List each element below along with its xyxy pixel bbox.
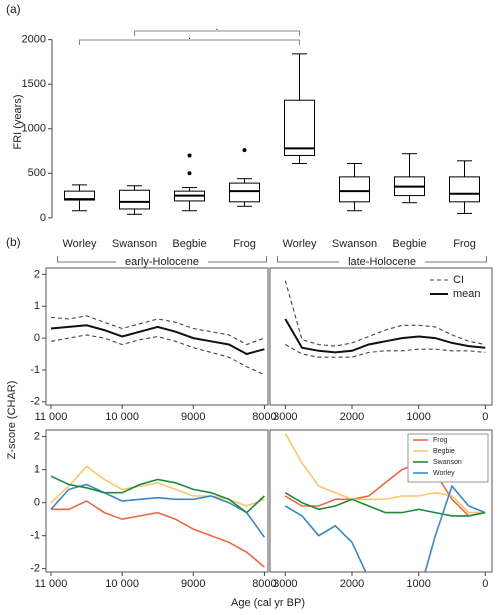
x-tick-label: Frog (233, 238, 256, 250)
x-tick-label: Begbie (172, 238, 206, 250)
series-line (284, 432, 486, 514)
x-tick-label: Frog (453, 238, 476, 250)
group-label: late-Holocene (348, 256, 416, 268)
outlier (242, 148, 247, 153)
x-tick-label: 9000 (181, 578, 205, 590)
x-tick-label: 3000 (273, 578, 297, 590)
y-tick-label: 1 (34, 464, 40, 476)
y-tick-label: 1000 (22, 123, 46, 135)
series-line (51, 500, 265, 568)
outlier (187, 153, 192, 158)
panel-frame (45, 267, 269, 406)
y-axis-label: Z-score (CHAR) (6, 381, 18, 460)
x-tick-label: 11 000 (35, 411, 68, 423)
x-tick-label: 10 000 (105, 578, 139, 590)
box (119, 189, 150, 210)
box (339, 176, 370, 203)
legend-box (407, 433, 489, 483)
plot-area (50, 465, 266, 568)
series-line (50, 483, 266, 538)
y-tick-label: -2 (30, 396, 40, 408)
box (284, 99, 315, 156)
legend-label: Worley (433, 470, 455, 477)
plot-area (50, 315, 265, 376)
outlier (187, 171, 192, 176)
x-tick-label: 0 (482, 411, 488, 423)
panel-label: (a) (6, 2, 21, 16)
series-line (50, 475, 265, 514)
x-tick-label: 2000 (340, 411, 364, 423)
significance-bracket (79, 39, 300, 45)
panel-label: (b) (6, 235, 21, 249)
group-label: early-Holocene (125, 256, 199, 268)
x-tick-label: 9000 (181, 411, 205, 423)
group-bracket (277, 256, 487, 263)
x-tick-label: 8000 (252, 411, 276, 423)
y-tick-label: 2 (34, 431, 40, 443)
y-tick-label: 2000 (22, 34, 46, 46)
legend-label: Begbie (433, 448, 455, 455)
y-tick-label: -2 (30, 563, 40, 575)
series-line (284, 492, 486, 517)
plot-area (284, 432, 486, 572)
x-tick-label: 2000 (340, 578, 364, 590)
x-tick-label: 3000 (273, 411, 297, 423)
legend-label: Swanson (433, 459, 462, 466)
mean-line (50, 324, 265, 356)
y-tick-label: 0 (40, 212, 46, 224)
y-tick-label: 0 (34, 497, 40, 509)
ci-line (50, 334, 265, 376)
box (449, 176, 480, 203)
ci-line (285, 344, 486, 358)
x-tick-label: Swanson (332, 238, 377, 250)
box (229, 182, 260, 203)
significance-bracket (134, 30, 300, 36)
legend-label: Frog (433, 437, 448, 444)
y-tick-label: -1 (30, 364, 40, 376)
series-line (284, 484, 486, 572)
y-tick-label: 0 (34, 332, 40, 344)
series-line (284, 462, 486, 517)
x-tick-label: 11 000 (35, 578, 68, 590)
y-axis-label: FRI (years) (12, 95, 24, 150)
x-tick-label: Worley (62, 238, 97, 250)
x-tick-label: 0 (482, 578, 488, 590)
legend-label: mean (453, 288, 481, 300)
group-bracket (57, 256, 267, 263)
ci-line (284, 280, 486, 347)
y-tick-label: 2 (34, 268, 40, 280)
legend-label: CI (453, 274, 464, 286)
panel-frame (269, 267, 493, 406)
x-tick-label: Begbie (392, 238, 426, 250)
x-tick-label: 10 000 (105, 411, 139, 423)
x-tick-label: Worley (282, 238, 317, 250)
x-tick-label: 8000 (252, 578, 276, 590)
significance-label: . (188, 30, 191, 42)
y-tick-label: 1 (34, 300, 40, 312)
x-tick-label: Swanson (112, 238, 157, 250)
x-tick-label: 1000 (406, 411, 430, 423)
significance-label: . (215, 21, 218, 33)
x-axis-label: Age (cal yr BP) (231, 597, 305, 609)
y-tick-label: -1 (30, 530, 40, 542)
y-tick-label: 500 (28, 167, 46, 179)
ci-line (50, 315, 265, 346)
panel-frame (45, 429, 269, 573)
y-tick-label: 1500 (22, 78, 46, 90)
x-tick-label: 1000 (406, 578, 430, 590)
plot-area (284, 280, 486, 358)
panel-frame (269, 429, 493, 573)
mean-line (284, 318, 486, 354)
